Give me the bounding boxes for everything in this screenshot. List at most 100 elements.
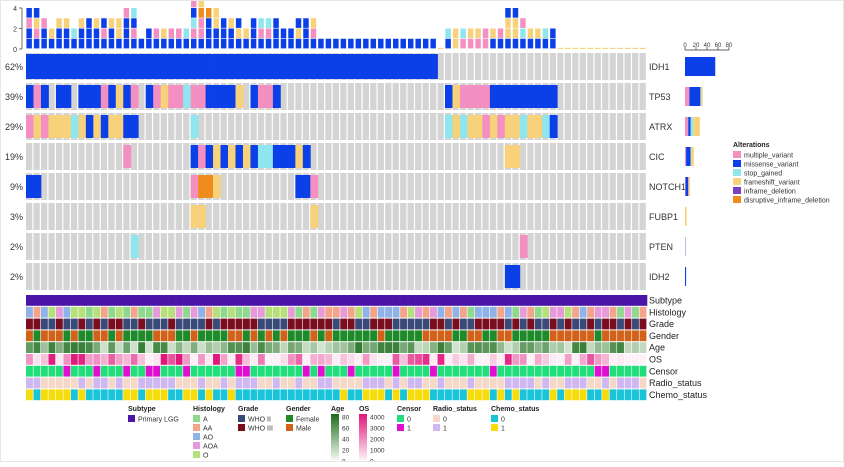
track-cell-chemo_status	[452, 389, 460, 401]
track-cell-chemo_status	[587, 389, 595, 401]
top-bar-segment-missense_variant	[78, 28, 85, 39]
legend-swatch-gender	[286, 424, 293, 431]
percent-label-cic: 19%	[5, 152, 23, 162]
top-bar-segment-frameshift_variant	[467, 28, 474, 39]
track-cell-radio_status	[370, 377, 378, 389]
bg-cell-pten	[33, 233, 40, 260]
track-cell-gender	[325, 330, 333, 342]
legend-label-grade: WHO III	[248, 426, 273, 433]
alterations-legend-label-multiple_variant: multiple_variant	[744, 153, 793, 160]
track-cell-subtype	[205, 295, 214, 306]
top-bar-segment-multiple_variant	[520, 18, 526, 28]
track-cell-age	[587, 342, 595, 353]
bg-cell-pten	[220, 233, 227, 260]
mutation-cic-missense_variant	[272, 145, 281, 168]
top-bar-segment-missense_variant	[295, 38, 302, 49]
legend-swatch-histology	[193, 433, 200, 440]
top-bar-empty	[580, 47, 586, 49]
track-cell-age	[617, 342, 624, 353]
mutation-cic-missense_variant	[287, 145, 296, 168]
track-cell-histology	[168, 306, 176, 318]
mutation-notch1-missense_variant	[26, 175, 34, 198]
mutation-idh1-missense_variant	[407, 54, 416, 79]
track-cell-os	[295, 354, 303, 365]
track-cell-radio_status	[153, 377, 161, 389]
track-cell-radio_status	[572, 377, 580, 389]
top-bar-segment-missense_variant	[288, 38, 294, 49]
bg-cell-notch1	[257, 173, 265, 200]
track-cell-histology	[213, 306, 220, 318]
track-cell-radio_status	[609, 377, 617, 389]
track-cell-grade	[452, 318, 460, 330]
top-bar-segment-frameshift_variant	[490, 28, 496, 39]
track-cell-gender	[572, 330, 580, 342]
track-cell-age	[123, 342, 131, 353]
legend-gradient-os	[359, 414, 367, 460]
bg-cell-cic	[392, 143, 399, 170]
track-cell-censor	[579, 365, 587, 377]
track-cell-grade	[26, 318, 33, 330]
bg-cell-cic	[572, 143, 579, 170]
track-cell-censor	[340, 365, 348, 377]
bg-cell-pten	[302, 233, 310, 260]
track-cell-censor	[168, 365, 176, 377]
bg-cell-pten	[340, 233, 347, 260]
legend-gradient-tick-os: 0	[370, 459, 374, 463]
mutation-idh1-missense_variant	[100, 54, 109, 79]
bg-cell-cic	[467, 143, 474, 170]
bg-cell-atrx	[340, 113, 347, 140]
track-cell-os	[564, 354, 572, 365]
track-cell-gender	[78, 330, 86, 342]
track-cell-gender	[407, 330, 415, 342]
bg-cell-tp53	[362, 83, 369, 110]
track-cell-os	[280, 354, 288, 365]
track-cell-chemo_status	[265, 389, 273, 401]
track-cell-chemo_status	[519, 389, 527, 401]
track-cell-histology	[489, 306, 497, 318]
top-axis-tick-label: 4	[13, 6, 17, 13]
bg-cell-fubp1	[362, 203, 369, 230]
right-bar-idh2-missense_variant	[685, 267, 687, 286]
top-bar-segment-multiple_variant	[33, 28, 40, 39]
mutation-idh1-missense_variant	[430, 54, 438, 79]
bg-cell-fubp1	[280, 203, 287, 230]
track-cell-chemo_status	[280, 389, 288, 401]
bg-cell-cic	[138, 143, 145, 170]
track-cell-chemo_status	[55, 389, 63, 401]
track-cell-radio_status	[377, 377, 385, 389]
bg-cell-tp53	[594, 83, 601, 110]
track-cell-gender	[280, 330, 288, 342]
bg-cell-idh2	[467, 263, 474, 290]
mutation-tp53-missense_variant	[108, 85, 117, 108]
track-cell-subtype	[108, 295, 117, 306]
bg-cell-idh2	[295, 263, 302, 290]
track-cell-os	[504, 354, 512, 365]
track-cell-os	[377, 354, 385, 365]
bg-cell-cic	[93, 143, 100, 170]
bg-cell-notch1	[512, 173, 519, 200]
bg-cell-pten	[459, 233, 467, 260]
bg-cell-fubp1	[26, 203, 33, 230]
bg-cell-atrx	[198, 113, 205, 140]
right-bar-cic-multiple_variant	[685, 147, 687, 166]
track-cell-gender	[130, 330, 138, 342]
bg-cell-fubp1	[474, 203, 482, 230]
bg-cell-fubp1	[579, 203, 586, 230]
track-cell-subtype	[175, 295, 184, 306]
bg-cell-cic	[70, 143, 78, 170]
track-cell-subtype	[415, 295, 423, 306]
bg-cell-tp53	[415, 83, 422, 110]
track-cell-age	[504, 342, 512, 353]
track-cell-chemo_status	[250, 389, 258, 401]
track-cell-gender	[594, 330, 602, 342]
track-cell-radio_status	[617, 377, 624, 389]
top-bar-segment-frameshift_variant	[452, 38, 459, 49]
track-cell-histology	[624, 306, 632, 318]
track-cell-gender	[93, 330, 101, 342]
mutation-idh1-missense_variant	[93, 54, 102, 79]
track-cell-os	[347, 354, 355, 365]
track-cell-subtype	[78, 295, 87, 306]
track-cell-grade	[93, 318, 101, 330]
track-cell-os	[190, 354, 198, 365]
bg-cell-idh2	[235, 263, 242, 290]
